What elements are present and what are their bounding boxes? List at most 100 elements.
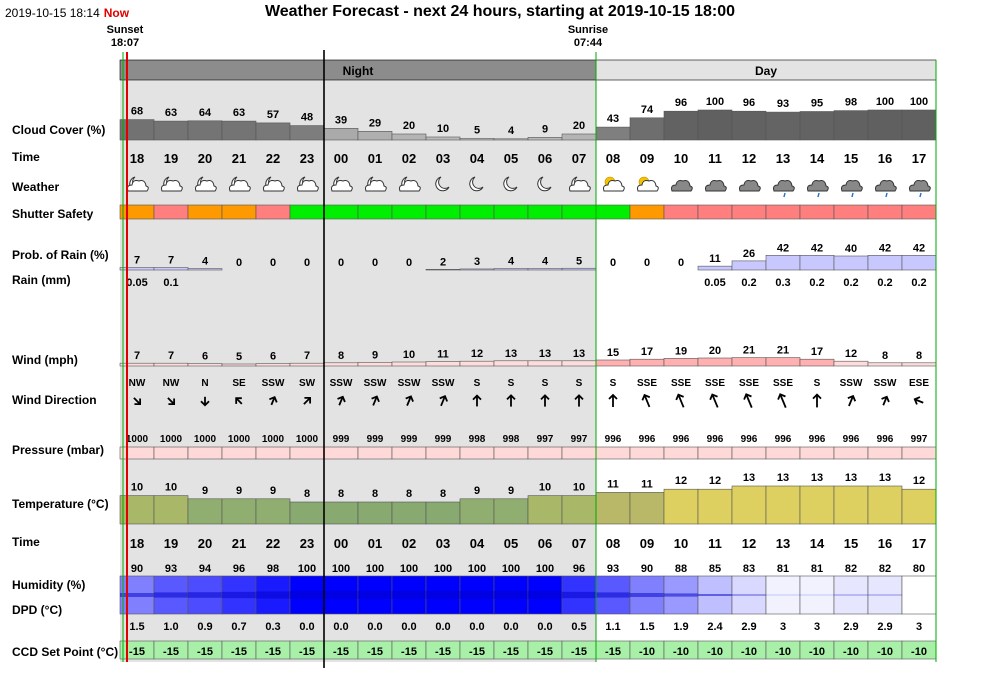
- wind-value: 8: [916, 350, 922, 362]
- dpd-value: 1.9: [673, 621, 688, 633]
- temperature-value: 11: [641, 478, 653, 490]
- overcast-icon: [705, 180, 727, 192]
- rain-prob-value: 7: [168, 255, 174, 267]
- safety-cell: [153, 204, 189, 220]
- wind-arrow-icon: [337, 395, 346, 406]
- wind-bar: [289, 362, 325, 367]
- rain-prob-value: 7: [134, 255, 140, 267]
- humidity-value: 96: [573, 563, 585, 575]
- temperature-value: 13: [845, 472, 857, 484]
- rain-mm-value: 0.2: [843, 277, 858, 289]
- pressure-cell: [323, 446, 359, 460]
- ccd-value: -10: [741, 646, 757, 658]
- wind-arrow-icon: [439, 395, 448, 407]
- temperature-bar: [799, 485, 835, 525]
- wind-value: 17: [811, 346, 823, 358]
- safety-cell: [697, 204, 733, 220]
- wind-bar: [833, 360, 869, 367]
- cloud-value: 4: [508, 125, 515, 137]
- humidity-value: 82: [845, 563, 857, 575]
- wind-dir-label: S: [474, 378, 481, 389]
- cloud-value: 48: [301, 112, 313, 124]
- dpd-value: 0.7: [231, 621, 246, 633]
- wind-value: 20: [709, 345, 721, 357]
- rain-prob-value: 4: [542, 256, 549, 268]
- wind-value: 9: [372, 349, 378, 361]
- rain-prob-bar: [833, 255, 869, 271]
- pressure-cell: [255, 446, 291, 460]
- humidity-value: 83: [743, 563, 755, 575]
- time-label-2: 10: [674, 536, 688, 551]
- partly-cloudy-night-icon: [331, 176, 353, 192]
- temperature-value: 12: [913, 475, 925, 487]
- rain-prob-value: 0: [678, 257, 684, 269]
- time-label: 12: [742, 151, 756, 166]
- wind-value: 15: [607, 347, 619, 359]
- rain-prob-value: 0: [236, 257, 242, 269]
- time-label: 09: [640, 151, 654, 166]
- temperature-value: 10: [165, 482, 177, 494]
- pressure-cell: [493, 446, 529, 460]
- sunrise-label: Sunrise: [567, 24, 609, 36]
- pressure-cell: [561, 446, 597, 460]
- temperature-bar: [527, 495, 563, 525]
- time-label-2: 09: [640, 536, 654, 551]
- overcast-icon: [671, 180, 693, 192]
- pressure-value: 1000: [262, 434, 285, 445]
- cloud-bar: [731, 110, 767, 141]
- time-label: 07: [572, 151, 586, 166]
- wind-value: 19: [675, 345, 687, 357]
- time-label-2: 11: [708, 536, 722, 551]
- rain-prob-bar: [901, 255, 937, 271]
- partly-cloudy-night-icon: [399, 176, 421, 192]
- ccd-value: -10: [707, 646, 723, 658]
- ccd-value: -10: [639, 646, 655, 658]
- wind-dir-label: S: [576, 378, 583, 389]
- wind-bar: [391, 361, 427, 367]
- time-label: 03: [436, 151, 450, 166]
- cloud-bar: [629, 117, 665, 141]
- time-label: 16: [878, 151, 892, 166]
- pressure-value: 997: [571, 434, 588, 445]
- humidity-bar: [664, 593, 698, 597]
- ccd-value: -15: [265, 646, 281, 658]
- humidity-value: 81: [811, 563, 823, 575]
- humidity-value: 100: [366, 563, 384, 575]
- rain-prob-value: 0: [406, 257, 412, 269]
- safety-cell: [901, 204, 937, 220]
- wind-value: 21: [777, 345, 789, 357]
- humidity-bar: [324, 591, 358, 599]
- row-label-rain-mm: Rain (mm): [12, 273, 71, 287]
- wind-dir-label: SE: [232, 378, 246, 389]
- rain-prob-bar: [119, 267, 155, 271]
- wind-dir-label: S: [542, 378, 549, 389]
- wind-value: 13: [539, 348, 551, 360]
- partly-cloudy-night-icon: [297, 176, 319, 192]
- dpd-value: 0.0: [367, 621, 382, 633]
- wind-bar: [663, 358, 699, 367]
- wind-value: 12: [845, 348, 857, 360]
- safety-cell: [391, 204, 427, 220]
- temperature-bar: [391, 501, 427, 525]
- safety-cell: [867, 204, 903, 220]
- rain-prob-value: 2: [440, 256, 446, 268]
- humidity-value: 94: [199, 563, 212, 575]
- rain-prob-value: 40: [845, 243, 857, 255]
- dpd-value: 3: [814, 621, 820, 633]
- dpd-value: 0.3: [265, 621, 280, 633]
- row-label-time: Time: [12, 150, 40, 164]
- cloud-bar: [289, 125, 325, 141]
- humidity-cell: [901, 575, 937, 615]
- time-label: 22: [266, 151, 280, 166]
- wind-bar: [901, 362, 937, 367]
- wind-dir-label: SSE: [671, 378, 691, 389]
- row-label-shutter: Shutter Safety: [12, 207, 94, 221]
- pressure-value: 998: [469, 434, 486, 445]
- ccd-value: -15: [401, 646, 417, 658]
- partly-cloudy-night-icon: [229, 176, 251, 192]
- dpd-value: 0.0: [537, 621, 552, 633]
- temperature-value: 10: [131, 482, 143, 494]
- rain-mm-value: 0.05: [704, 277, 725, 289]
- dpd-value: 2.9: [877, 621, 892, 633]
- time-label-2: 05: [504, 536, 518, 551]
